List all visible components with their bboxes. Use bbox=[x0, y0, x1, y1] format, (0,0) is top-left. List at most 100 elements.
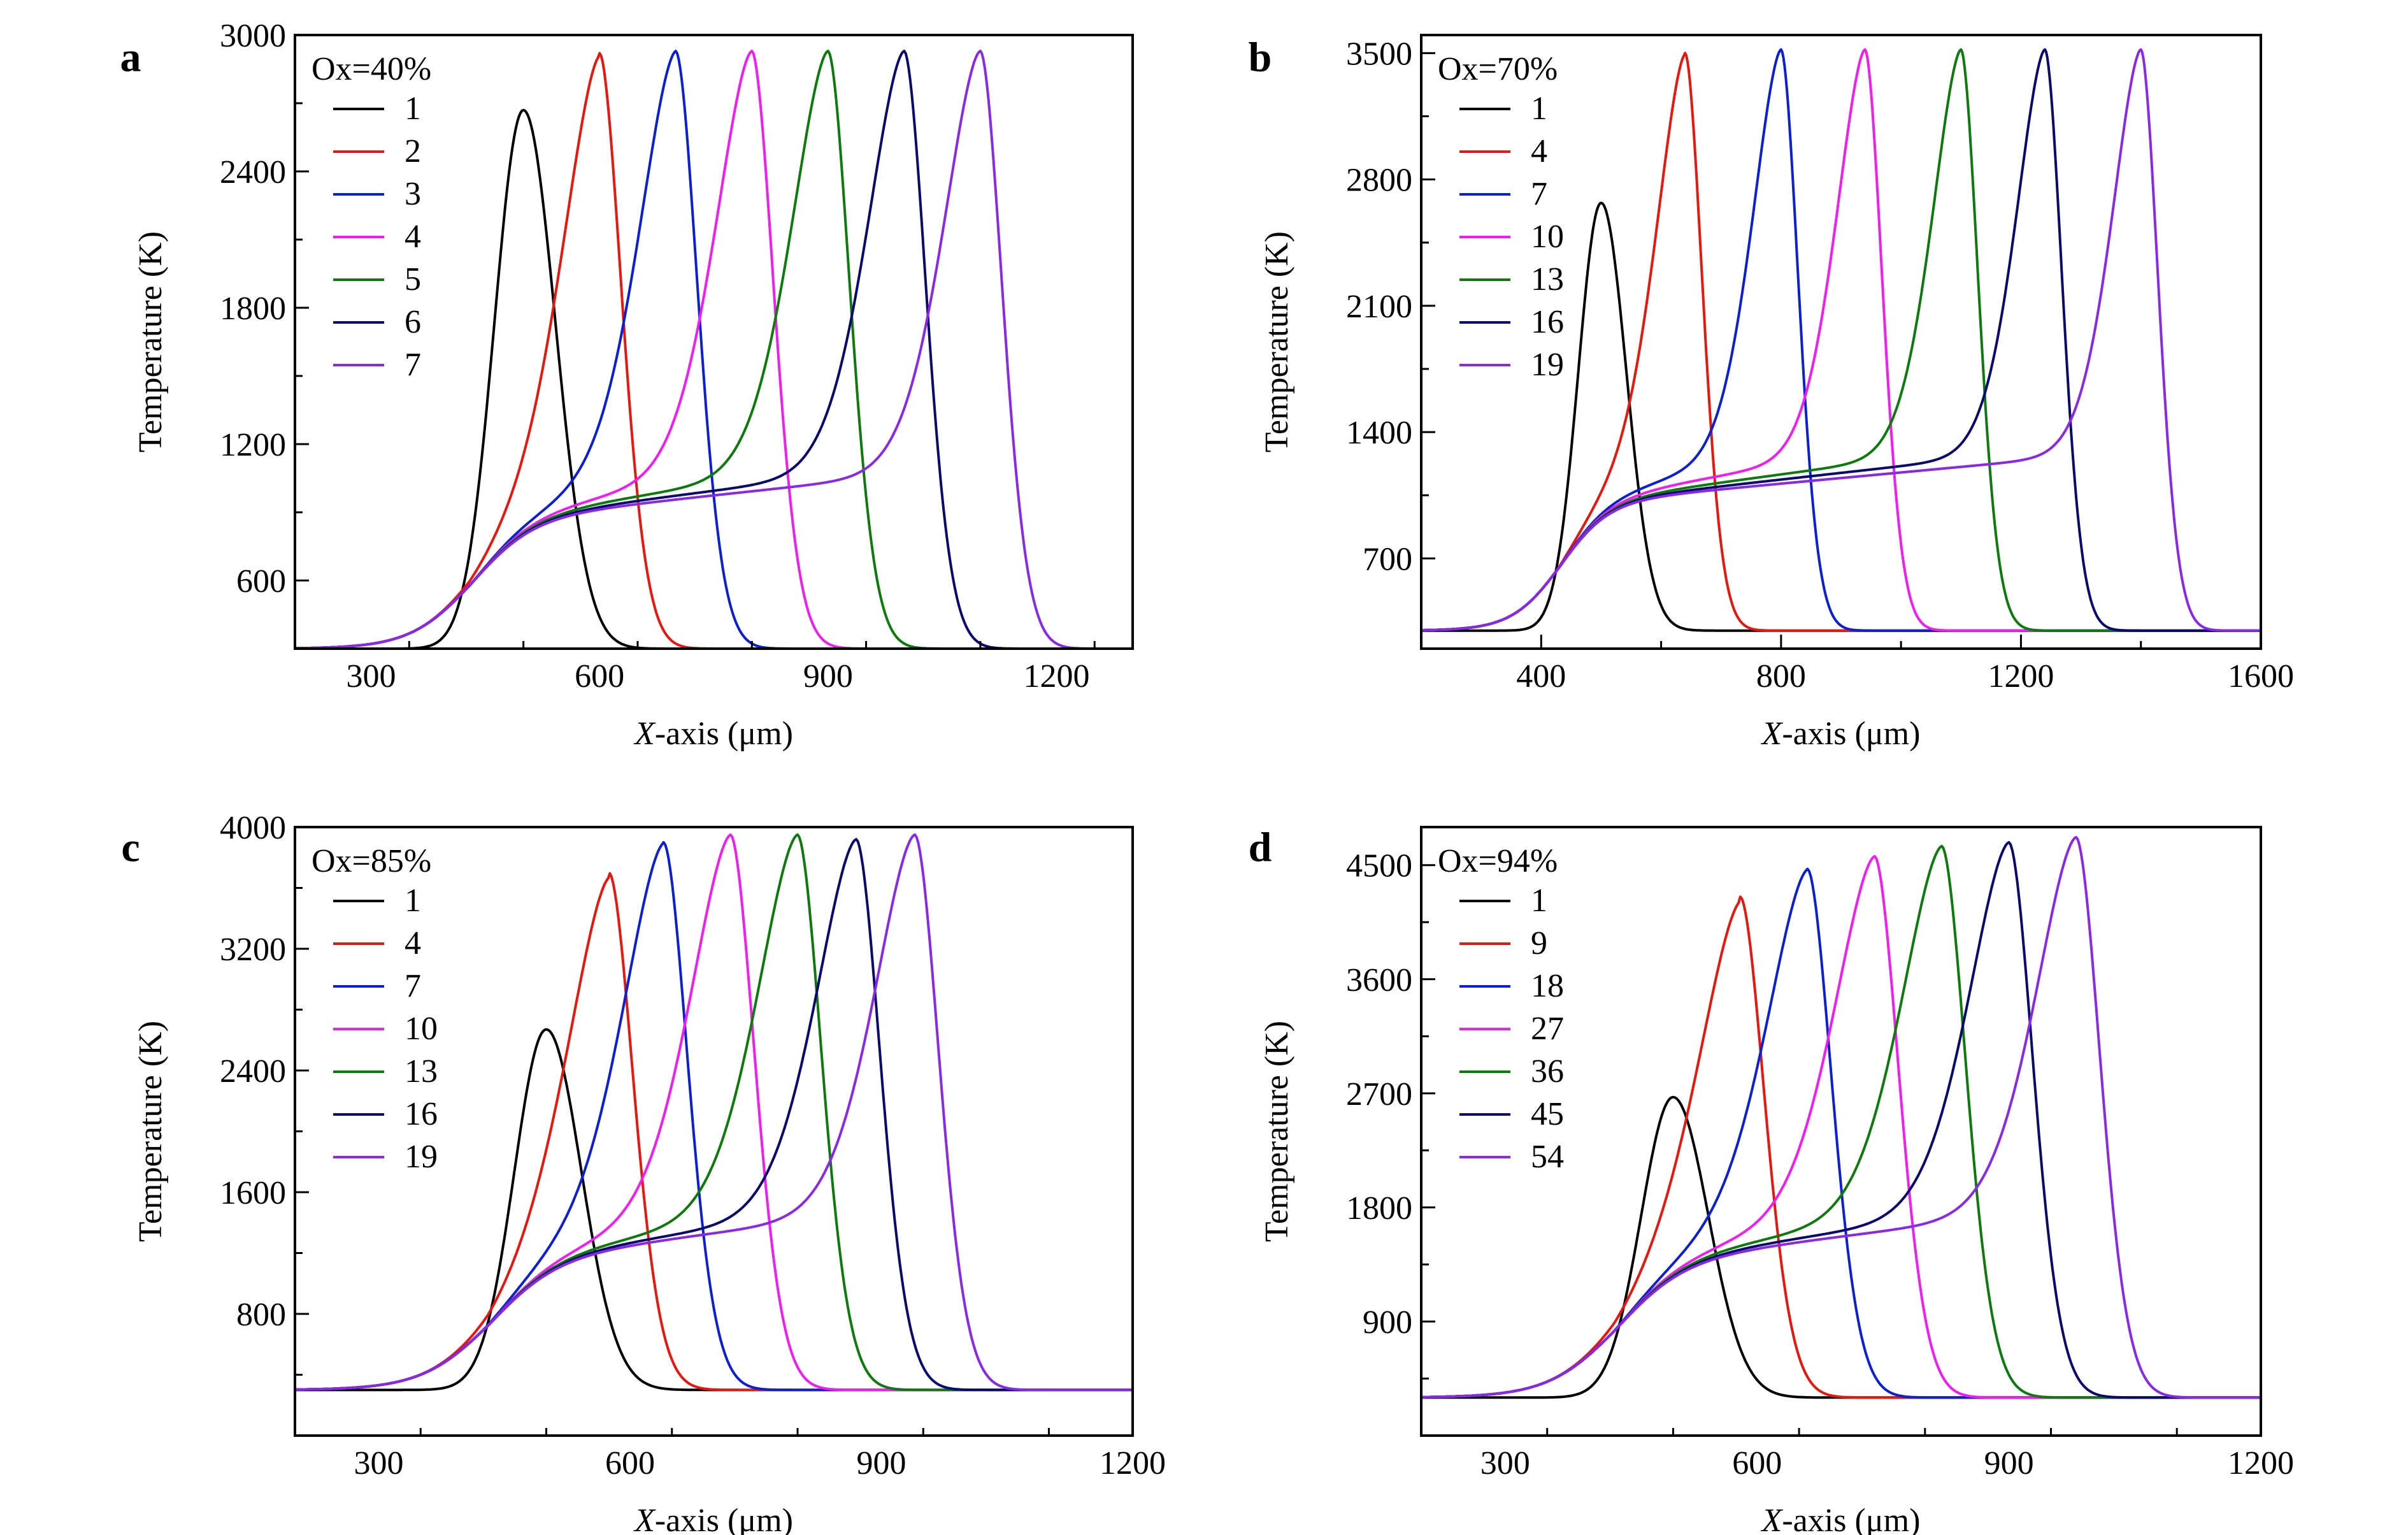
legend-label: 5 bbox=[405, 261, 421, 298]
y-tick-label: 2700 bbox=[1346, 1076, 1412, 1113]
legend-label: 54 bbox=[1531, 1139, 1564, 1175]
series-line-7 bbox=[295, 50, 1133, 649]
legend-label: 4 bbox=[1531, 133, 1547, 169]
chart-panel-a: a 300 600 900 1200 600 1200 1800 2400 3000 X-axis … bbox=[120, 18, 1134, 752]
x-tick-label: 600 bbox=[605, 1445, 655, 1481]
y-axis-label: Temperature (K) bbox=[133, 231, 169, 452]
y-axis-label: Temperature (K) bbox=[1259, 1021, 1295, 1242]
legend-label: 13 bbox=[1531, 261, 1564, 298]
x-tick-label: 800 bbox=[1756, 658, 1806, 695]
panel-letter: b bbox=[1249, 34, 1272, 80]
legend-label: 36 bbox=[1531, 1053, 1564, 1090]
series-line-19 bbox=[295, 833, 1133, 1392]
x-tick-label: 300 bbox=[354, 1445, 404, 1481]
y-tick-label: 3200 bbox=[220, 932, 286, 968]
x-axis-label: X-axis (μm) bbox=[633, 1503, 793, 1535]
y-axis-label: Temperature (K) bbox=[133, 1021, 169, 1242]
y-tick-label: 3600 bbox=[1346, 962, 1412, 998]
y-tick-label: 900 bbox=[1363, 1304, 1412, 1341]
axes-frame bbox=[294, 34, 1134, 650]
legend-title: Ox=40% bbox=[312, 51, 431, 87]
x-axis-label: X-axis (μm) bbox=[1761, 716, 1921, 752]
legend-label: 13 bbox=[405, 1053, 438, 1090]
series-lines bbox=[1421, 48, 2261, 632]
legend-label: 1 bbox=[1531, 90, 1547, 127]
x-tick-label: 900 bbox=[857, 1445, 907, 1481]
legend-label: 1 bbox=[1531, 883, 1547, 919]
series-line-54 bbox=[1421, 835, 2261, 1399]
y-tick-label: 1600 bbox=[220, 1175, 286, 1211]
legend-label: 2 bbox=[405, 133, 421, 169]
y-tick-label: 800 bbox=[236, 1297, 286, 1333]
axes-frame bbox=[1420, 826, 2262, 1437]
legend-label: 10 bbox=[405, 1011, 438, 1047]
y-tick-label: 600 bbox=[236, 563, 286, 600]
legend-label: 1 bbox=[405, 90, 421, 127]
x-tick-label: 600 bbox=[1732, 1445, 1782, 1481]
legend: Ox=40%1 2 3 4 5 6 7 bbox=[312, 51, 431, 383]
legend-label: 19 bbox=[405, 1139, 438, 1175]
chart-panel-b: b 400 800 1200 1600 700 1400 2100 2800 3500 X-axis… bbox=[1249, 34, 2294, 752]
legend-label: 4 bbox=[405, 925, 421, 962]
y-axis-label: Temperature (K) bbox=[1259, 231, 1295, 452]
legend-label: 6 bbox=[405, 304, 421, 340]
chart-panel-d: d 300 600 900 1200 900 1800 2700 3600 4500 X-axis … bbox=[1249, 824, 2294, 1535]
x-tick-label: 600 bbox=[575, 658, 624, 695]
axes-frame bbox=[1420, 34, 2262, 650]
x-axis-label: X-axis (μm) bbox=[633, 716, 793, 752]
legend-title: Ox=85% bbox=[312, 843, 431, 879]
legend-label: 7 bbox=[1531, 176, 1547, 212]
y-tick-label: 4000 bbox=[220, 810, 286, 846]
panel-letter: a bbox=[120, 34, 141, 80]
legend-title: Ox=70% bbox=[1438, 51, 1558, 87]
series-line-19 bbox=[1421, 48, 2261, 632]
legend-label: 7 bbox=[405, 347, 421, 383]
x-tick-label: 1600 bbox=[2228, 658, 2294, 695]
legend-label: 16 bbox=[1531, 304, 1564, 340]
series-line-1 bbox=[295, 108, 1133, 649]
x-tick-label: 1200 bbox=[2228, 1445, 2294, 1481]
x-tick-label: 900 bbox=[1984, 1445, 2034, 1481]
y-tick-label: 1800 bbox=[1346, 1190, 1412, 1227]
y-tick-label: 3000 bbox=[220, 18, 286, 54]
legend: Ox=94% 1 9 18 27 36 45 54 bbox=[1438, 843, 1564, 1175]
legend-label: 45 bbox=[1531, 1096, 1564, 1132]
legend: Ox=70%1 4 7 10 13 16 19 bbox=[1438, 51, 1564, 383]
y-tick-label: 2800 bbox=[1346, 162, 1412, 199]
series-lines bbox=[1421, 835, 2261, 1399]
legend-label: 3 bbox=[405, 176, 421, 212]
chart-panel-c: c 300 600 900 1200 800 1600 2400 3200 4000 X-axis … bbox=[121, 810, 1166, 1535]
y-tick-label: 3500 bbox=[1346, 36, 1412, 72]
legend-label: 16 bbox=[405, 1096, 438, 1132]
x-tick-label: 300 bbox=[1480, 1445, 1530, 1481]
legend-label: 4 bbox=[405, 219, 421, 255]
legend-label: 18 bbox=[1531, 968, 1564, 1004]
panel-letter: c bbox=[121, 824, 140, 870]
y-tick-label: 1800 bbox=[220, 291, 286, 327]
y-tick-label: 2400 bbox=[220, 154, 286, 191]
legend-label: 9 bbox=[1531, 925, 1547, 962]
legend-title: Ox=94% bbox=[1438, 843, 1558, 879]
x-tick-label: 1200 bbox=[1023, 658, 1089, 695]
x-tick-label: 300 bbox=[347, 658, 396, 695]
series-lines bbox=[295, 833, 1133, 1392]
y-tick-label: 1400 bbox=[1346, 415, 1412, 451]
x-tick-label: 400 bbox=[1516, 658, 1566, 695]
x-tick-label: 1200 bbox=[1100, 1445, 1166, 1481]
legend-label: 7 bbox=[405, 968, 421, 1004]
y-tick-label: 1200 bbox=[220, 427, 286, 463]
legend-label: 10 bbox=[1531, 219, 1564, 255]
legend: Ox=85% 1 4 7 10 13 16 19 bbox=[312, 843, 438, 1175]
y-tick-label: 700 bbox=[1363, 541, 1412, 577]
x-axis-label: X-axis (μm) bbox=[1761, 1503, 1921, 1535]
legend-label: 27 bbox=[1531, 1011, 1564, 1047]
x-tick-label: 900 bbox=[803, 658, 853, 695]
legend-label: 1 bbox=[405, 883, 421, 919]
panel-letter: d bbox=[1249, 824, 1272, 870]
legend-label: 19 bbox=[1531, 347, 1564, 383]
y-tick-label: 2400 bbox=[220, 1053, 286, 1090]
y-tick-label: 2100 bbox=[1346, 289, 1412, 325]
x-tick-label: 1200 bbox=[1988, 658, 2054, 695]
